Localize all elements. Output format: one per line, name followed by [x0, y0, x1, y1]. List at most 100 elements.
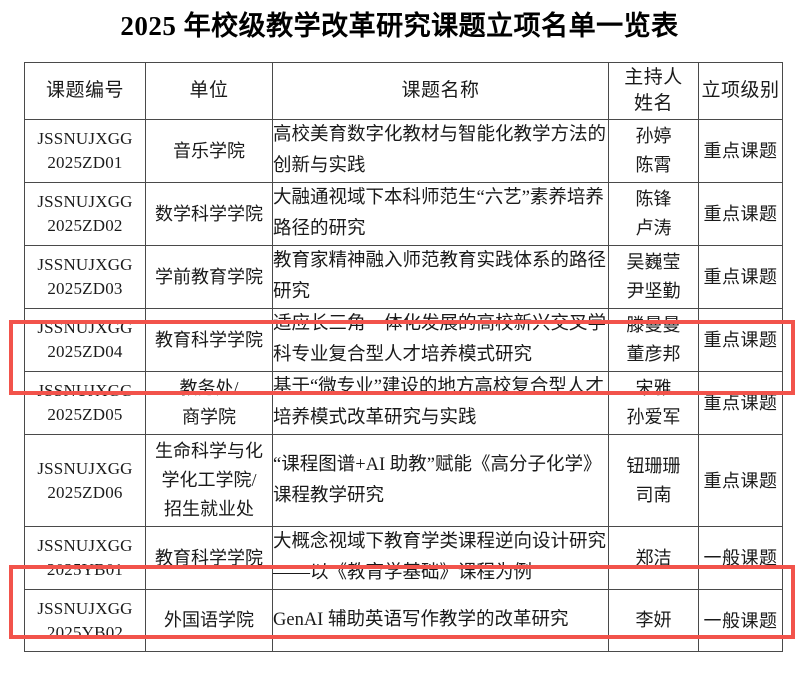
table-row-highlighted: JSSNUJXGG 2025ZD04 教育科学学院 适应长三角一体化发展的高校新… — [24, 308, 783, 372]
cell-project-name: 适应长三角一体化发展的高校新兴交叉学科专业复合型人才培养模式研究 — [272, 308, 609, 372]
project-code-line1: JSSNUJXGG — [37, 318, 133, 337]
project-code-line1: JSSNUJXGG — [37, 458, 133, 478]
column-header-host-line2: 姓名 — [633, 93, 673, 114]
host-line2: 尹坚勤 — [626, 281, 681, 301]
project-code-line2: 2025ZD01 — [47, 153, 123, 172]
cell-level: 一般课题 — [698, 589, 783, 652]
table-row: JSSNUJXGG 2025ZD03 学前教育学院 教育家精神融入师范教育实践体… — [24, 245, 783, 309]
cell-host: 滕曼曼 董彦邦 — [608, 308, 699, 372]
cell-unit: 教务处/ 商学院 — [145, 371, 273, 435]
project-code-line2: 2025ZD05 — [47, 405, 123, 424]
unit-line1: 外国语学院 — [164, 610, 254, 630]
unit-line1: 教务处/ — [179, 378, 239, 398]
project-code-line2: 2025ZD06 — [47, 482, 123, 502]
cell-level: 重点课题 — [698, 308, 783, 372]
host-line2: 孙爱军 — [626, 407, 681, 427]
cell-project-name: 大融通视域下本科师范生“六艺”素养培养路径的研究 — [272, 182, 609, 246]
cell-host: 吴巍莹 尹坚勤 — [608, 245, 699, 309]
project-code-line1: JSSNUJXGG — [37, 192, 133, 211]
table-row-highlighted: JSSNUJXGG 2025YB01 教育科学学院 大概念视域下教育学类课程逆向… — [24, 526, 783, 590]
cell-unit: 外国语学院 — [145, 589, 273, 652]
host-line1: 李妍 — [635, 610, 672, 630]
cell-level: 重点课题 — [698, 245, 783, 309]
cell-project-name: 基于“微专业”建设的地方高校复合型人才培养模式改革研究与实践 — [272, 371, 609, 435]
table-header: 课题编号 单位 课题名称 主持人 姓名 立项级别 — [24, 62, 783, 120]
cell-level: 一般课题 — [698, 526, 783, 590]
cell-host: 郑洁 — [608, 526, 699, 590]
host-line2: 陈霄 — [635, 155, 672, 175]
cell-unit: 数学科学学院 — [145, 182, 273, 246]
table-row: JSSNUJXGG 2025ZD02 数学科学学院 大融通视域下本科师范生“六艺… — [24, 182, 783, 246]
project-code-line1: JSSNUJXGG — [37, 598, 133, 618]
cell-unit: 生命科学与化 学化工学院/ 招生就业处 — [145, 434, 273, 527]
host-line1: 宋雅 — [635, 378, 672, 398]
unit-line2: 学化工学院/ — [161, 470, 257, 490]
cell-project-code: JSSNUJXGG 2025YB02 — [24, 589, 146, 652]
host-line1: 郑洁 — [635, 547, 672, 568]
cell-project-code: JSSNUJXGG 2025ZD05 — [24, 371, 146, 435]
cell-unit: 音乐学院 — [145, 119, 273, 183]
unit-line1: 数学科学学院 — [155, 203, 263, 224]
project-code-line2: 2025ZD02 — [47, 216, 123, 235]
cell-host: 陈锋 卢涛 — [608, 182, 699, 246]
table-row: JSSNUJXGG 2025ZD05 教务处/ 商学院 基于“微专业”建设的地方… — [24, 371, 783, 435]
cell-project-code: JSSNUJXGG 2025ZD02 — [24, 182, 146, 246]
cell-project-code: JSSNUJXGG 2025ZD03 — [24, 245, 146, 309]
unit-line1: 教育科学学院 — [155, 329, 263, 350]
cell-host: 孙婷 陈霄 — [608, 119, 699, 183]
cell-project-name: “课程图谱+AI 助教”赋能《高分子化学》课程教学研究 — [272, 434, 609, 527]
project-code-line2: 2025YB02 — [46, 622, 124, 642]
cell-level: 重点课题 — [698, 182, 783, 246]
project-code-line2: 2025ZD04 — [47, 342, 123, 361]
column-header-level: 立项级别 — [698, 62, 783, 120]
unit-line1: 音乐学院 — [173, 140, 245, 161]
project-code-line1: JSSNUJXGG — [37, 255, 133, 274]
column-header-name: 课题名称 — [272, 62, 609, 120]
cell-host: 李妍 — [608, 589, 699, 652]
unit-line1: 学前教育学院 — [155, 266, 263, 287]
table-body: JSSNUJXGG 2025ZD01 音乐学院 高校美育数字化教材与智能化教学方… — [24, 119, 783, 652]
host-line2: 司南 — [635, 484, 672, 505]
project-list-table: 课题编号 单位 课题名称 主持人 姓名 立项级别 JSSNUJXGG 2025Z… — [24, 62, 783, 652]
cell-project-name: GenAI 辅助英语写作教学的改革研究 — [272, 589, 609, 652]
table-header-row: 课题编号 单位 课题名称 主持人 姓名 立项级别 — [24, 62, 783, 120]
host-line1: 吴巍莹 — [626, 252, 681, 272]
project-code-line2: 2025YB01 — [46, 560, 124, 579]
unit-line1: 教育科学学院 — [155, 547, 263, 568]
cell-level: 重点课题 — [698, 371, 783, 435]
unit-line3: 招生就业处 — [164, 499, 254, 519]
column-header-code: 课题编号 — [24, 62, 146, 120]
project-table-container: 课题编号 单位 课题名称 主持人 姓名 立项级别 JSSNUJXGG 2025Z… — [24, 62, 783, 652]
column-header-unit: 单位 — [145, 62, 273, 120]
unit-line1: 生命科学与化 — [155, 441, 263, 461]
cell-project-name: 大概念视域下教育学类课程逆向设计研究 ——以《教育学基础》课程为例 — [272, 526, 609, 590]
cell-project-code: JSSNUJXGG 2025ZD04 — [24, 308, 146, 372]
cell-unit: 教育科学学院 — [145, 308, 273, 372]
cell-level: 重点课题 — [698, 119, 783, 183]
host-line2: 卢涛 — [635, 218, 672, 238]
host-line2: 董彦邦 — [626, 344, 681, 364]
project-code-line1: JSSNUJXGG — [37, 129, 133, 148]
cell-host: 钮珊珊 司南 — [608, 434, 699, 527]
cell-project-name: 高校美育数字化教材与智能化教学方法的创新与实践 — [272, 119, 609, 183]
cell-project-code: JSSNUJXGG 2025YB01 — [24, 526, 146, 590]
page-title: 2025 年校级教学改革研究课题立项名单一览表 — [120, 11, 679, 41]
cell-host: 宋雅 孙爱军 — [608, 371, 699, 435]
project-code-line2: 2025ZD03 — [47, 279, 123, 298]
host-line1: 滕曼曼 — [626, 315, 681, 335]
column-header-host-line1: 主持人 — [624, 67, 683, 88]
cell-level: 重点课题 — [698, 434, 783, 527]
project-code-line1: JSSNUJXGG — [37, 381, 133, 400]
cell-project-code: JSSNUJXGG 2025ZD01 — [24, 119, 146, 183]
unit-line2: 商学院 — [182, 407, 236, 427]
table-row: JSSNUJXGG 2025ZD06 生命科学与化 学化工学院/ 招生就业处 “… — [24, 434, 783, 527]
table-row: JSSNUJXGG 2025YB02 外国语学院 GenAI 辅助英语写作教学的… — [24, 589, 783, 652]
project-code-line1: JSSNUJXGG — [37, 536, 133, 555]
column-header-host: 主持人 姓名 — [608, 62, 699, 120]
host-line1: 钮珊珊 — [626, 455, 681, 476]
cell-project-name: 教育家精神融入师范教育实践体系的路径研究 — [272, 245, 609, 309]
cell-unit: 教育科学学院 — [145, 526, 273, 590]
table-row: JSSNUJXGG 2025ZD01 音乐学院 高校美育数字化教材与智能化教学方… — [24, 119, 783, 183]
host-line1: 孙婷 — [635, 126, 672, 146]
cell-unit: 学前教育学院 — [145, 245, 273, 309]
